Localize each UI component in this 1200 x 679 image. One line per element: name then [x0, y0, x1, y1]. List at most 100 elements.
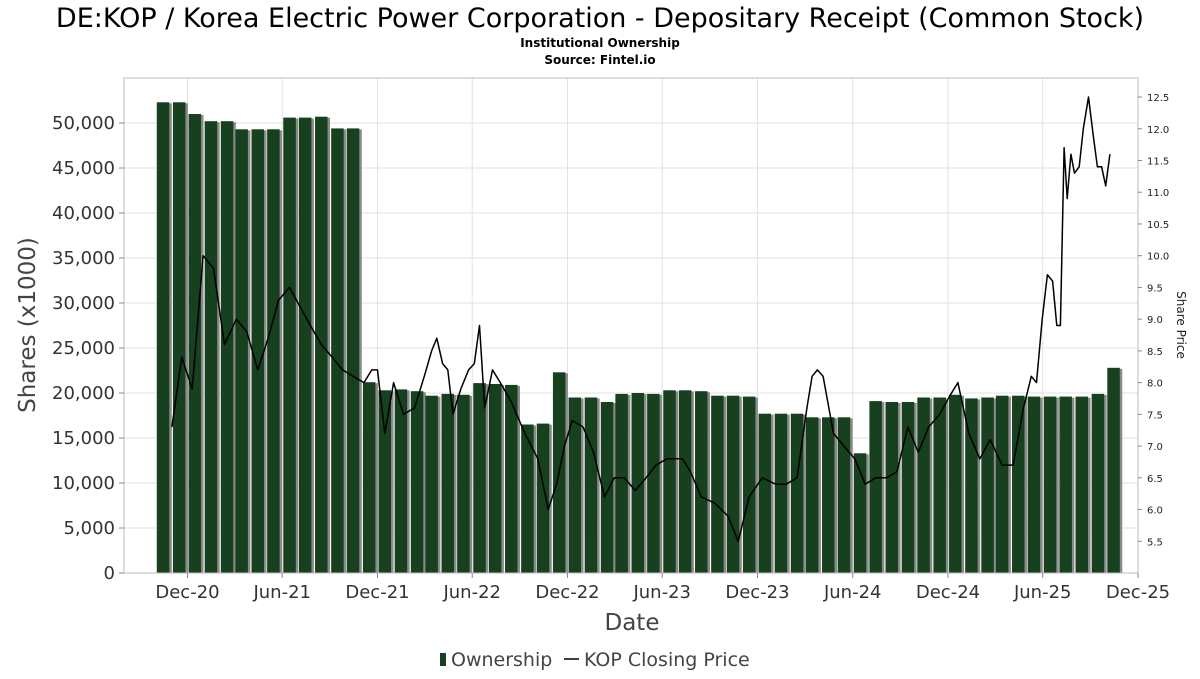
x-tick-label: Jun-22: [442, 582, 501, 603]
ownership-bar: [568, 397, 582, 573]
ownership-bar: [965, 398, 978, 573]
ownership-bar: [298, 117, 312, 573]
ownership-bar: [204, 121, 218, 573]
ownership-bar: [172, 102, 186, 574]
y-tick-label-right: 7.5: [1147, 410, 1163, 421]
y-tick-label-left: 25,000: [52, 338, 115, 359]
y-axis-label-right: Share Price: [1174, 291, 1188, 359]
ownership-bar: [505, 384, 518, 573]
line-layer: [171, 96, 1111, 543]
ownership-bar: [742, 396, 756, 573]
y-tick-label-right: 12.0: [1147, 125, 1169, 136]
x-tick-label: Dec-22: [535, 582, 599, 603]
y-tick-label-right: 6.5: [1147, 474, 1163, 485]
x-tick-label: Dec-21: [345, 582, 409, 603]
ownership-bar: [188, 114, 202, 573]
y-tick-label-left: 45,000: [52, 158, 115, 179]
ownership-bar: [837, 417, 851, 573]
legend-price-label: KOP Closing Price: [584, 649, 750, 671]
ownership-bar: [805, 417, 819, 573]
ownership-bar: [711, 395, 724, 573]
ownership-bar: [536, 423, 550, 573]
ownership-bar: [758, 413, 772, 573]
y-tick-label-right: 8.5: [1147, 347, 1163, 358]
legend: Ownership KOP Closing Price: [440, 649, 750, 671]
y-tick-label-right: 11.0: [1147, 188, 1169, 199]
ownership-bar: [726, 395, 740, 573]
ownership-bar: [235, 129, 248, 574]
ownership-bar: [267, 129, 280, 574]
y-tick-label-right: 6.0: [1147, 506, 1163, 517]
y-axis-label-left: Shares (x1000): [15, 237, 41, 413]
ownership-bar: [1012, 395, 1025, 573]
ownership-bar: [933, 397, 946, 573]
y-tick-label-left: 40,000: [52, 203, 115, 224]
ownership-bar: [220, 121, 234, 573]
ownership-bar: [901, 402, 915, 573]
y-tick-label-right: 9.5: [1147, 283, 1163, 294]
axis-layer: 0 5,000 10,000 15,000 20,000 25,000 30,000 35,0…: [52, 93, 1170, 603]
y-tick-label-right: 11.5: [1147, 157, 1169, 168]
x-axis-label: Date: [605, 610, 660, 636]
ownership-bar: [995, 395, 1009, 573]
y-tick-label-right: 10.5: [1147, 220, 1169, 231]
ownership-bar: [1075, 396, 1089, 573]
x-tick-label: Jun-21: [252, 582, 311, 603]
ownership-bar: [869, 401, 882, 573]
y-tick-label-right: 9.0: [1147, 315, 1163, 326]
ownership-bar: [283, 117, 296, 573]
y-tick-label-left: 30,000: [52, 293, 115, 314]
ownership-bar: [1027, 396, 1041, 573]
ownership-bar: [678, 390, 692, 573]
ownership-bar: [488, 384, 502, 573]
y-tick-label-right: 5.5: [1147, 537, 1163, 548]
ownership-bar: [346, 128, 360, 573]
x-tick-label: Dec-23: [725, 582, 789, 603]
y-tick-label-left: 5,000: [63, 518, 115, 539]
ownership-bar: [774, 413, 788, 573]
ownership-bar: [647, 393, 660, 573]
ownership-bar: [521, 424, 534, 573]
ownership-bar: [425, 395, 438, 573]
ownership-bar: [584, 397, 598, 573]
ownership-bar: [790, 413, 804, 573]
ownership-bar: [663, 390, 676, 573]
legend-ownership-swatch: [440, 653, 446, 666]
y-tick-label-right: 8.0: [1147, 379, 1163, 390]
ownership-bar: [695, 391, 708, 573]
ownership-bar: [362, 382, 376, 573]
ownership-bar: [441, 393, 455, 573]
y-tick-label-left: 35,000: [52, 248, 115, 269]
ownership-bar: [981, 397, 994, 573]
bar-layer: [156, 102, 1123, 574]
ownership-bar: [410, 391, 424, 573]
y-tick-label-left: 10,000: [52, 473, 115, 494]
ownership-bar: [1107, 367, 1120, 573]
ownership-bar: [378, 390, 392, 573]
ownership-bar: [473, 383, 486, 573]
x-tick-label: Jun-24: [823, 582, 882, 603]
y-tick-label-left: 20,000: [52, 383, 115, 404]
y-tick-label-right: 12.5: [1147, 93, 1169, 104]
chart-source: Source: Fintel.io: [544, 53, 655, 67]
y-tick-label-left: 15,000: [52, 428, 115, 449]
ownership-bar: [394, 389, 408, 573]
plot-frame: [123, 77, 1139, 574]
y-tick-label-right: 7.0: [1147, 442, 1163, 453]
ownership-bar: [1059, 396, 1072, 573]
ownership-bar: [853, 453, 867, 573]
y-tick-label-right: 10.0: [1147, 252, 1169, 263]
ownership-bar: [917, 397, 930, 573]
ownership-bar: [251, 129, 265, 574]
ownership-bar: [949, 394, 962, 573]
ownership-bar: [885, 402, 899, 573]
x-tick-label: Dec-24: [916, 582, 980, 603]
ownership-bar: [615, 393, 628, 573]
legend-ownership-label: Ownership: [451, 649, 552, 671]
ownership-bar: [331, 128, 344, 573]
x-tick-label: Dec-25: [1106, 582, 1170, 603]
ownership-bar: [631, 393, 645, 573]
ownership-bar: [457, 394, 470, 573]
